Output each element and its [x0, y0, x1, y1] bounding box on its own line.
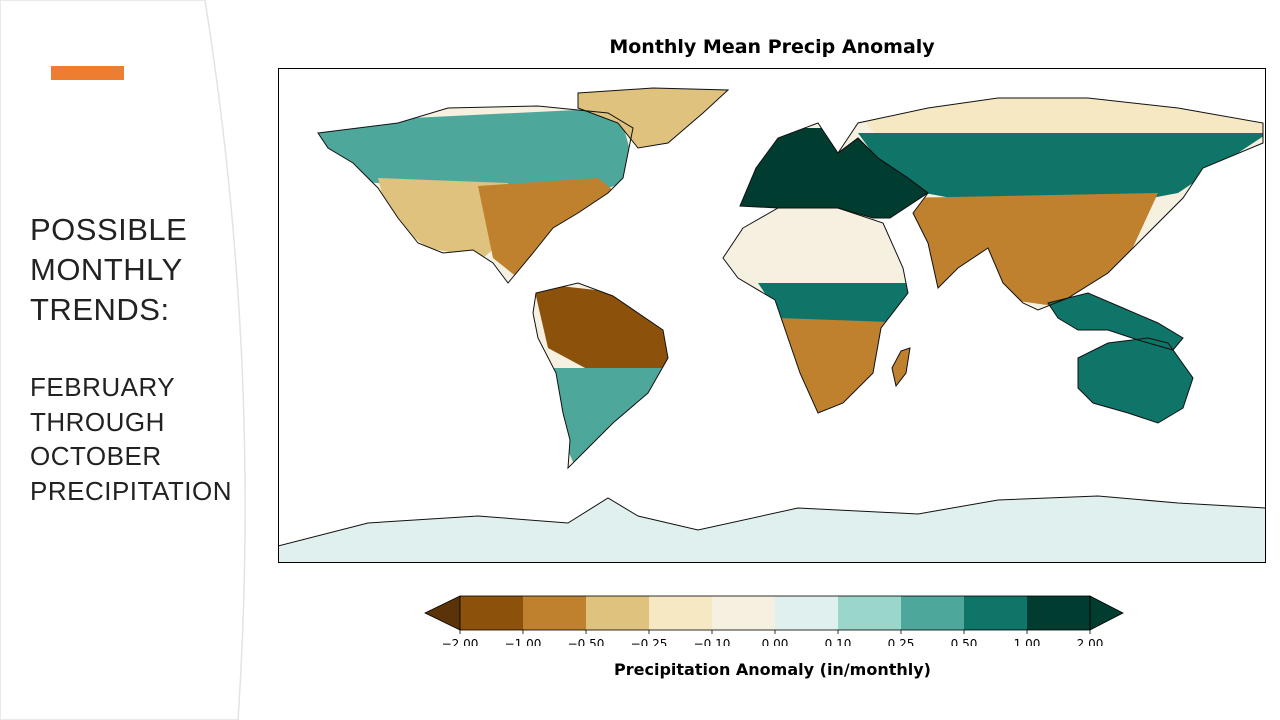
colorbar-block: [964, 596, 1027, 630]
region-antarctica: [278, 496, 1266, 563]
colorbar-tick-label: −0.25: [631, 637, 668, 646]
colorbar-block: [901, 596, 964, 630]
colorbar-tick-label: 2.00: [1077, 637, 1104, 646]
region-australia: [1078, 338, 1193, 423]
colorbar-block: [586, 596, 649, 630]
colorbar-extend-high: [1089, 595, 1124, 631]
chart-title: Monthly Mean Precip Anomaly: [609, 36, 935, 58]
colorbar-tick-label: −0.50: [568, 637, 605, 646]
precip-anomaly-map: [278, 68, 1266, 563]
colorbar-tick-label: −2.00: [442, 637, 479, 646]
region-madagascar: [892, 348, 910, 386]
slide-side-panel: [0, 0, 260, 720]
coastline: [317, 105, 634, 284]
colorbar-extend-low: [424, 595, 461, 631]
colorbar: −2.00 −1.00 −0.50 −0.25 −0.10 0.00 0.10 0.25 0.5…: [424, 595, 1124, 646]
region-greenland: [578, 88, 728, 148]
coastline: [577, 87, 730, 149]
region-central-asia: [858, 133, 1263, 208]
colorbar-tick-label: 1.00: [1014, 637, 1041, 646]
coastline: [532, 282, 669, 470]
subtitle-line: THROUGH: [30, 406, 165, 437]
accent-bar: [51, 66, 124, 80]
colorbar-block: [1027, 596, 1090, 630]
region-southern-south-america: [548, 368, 668, 468]
colorbar-block: [649, 596, 712, 630]
colorbar-block: [712, 596, 775, 630]
coastline: [722, 207, 909, 414]
region-maritime-southeast-asia: [1048, 293, 1183, 350]
colorbar-tick-label: 0.50: [951, 637, 978, 646]
slide-title: POSSIBLE MONTHLY TRENDS:: [30, 210, 187, 330]
colorbar-tick-label: 0.00: [762, 637, 789, 646]
coastline: [891, 347, 911, 388]
title-line: TRENDS:: [30, 292, 170, 327]
colorbar-tick-label: 0.10: [825, 637, 852, 646]
region-canada-alaska: [318, 108, 633, 198]
coastline: [1047, 292, 1184, 351]
title-line: MONTHLY: [30, 252, 183, 287]
coastline: [837, 97, 1264, 311]
colorbar-block: [775, 596, 838, 630]
colorbar-block: [523, 596, 586, 630]
panel-curve: [0, 0, 246, 720]
colorbar-block: [838, 596, 901, 630]
coastline: [1077, 337, 1194, 424]
region-southeastern-united-states: [478, 178, 623, 278]
colorbar-block: [460, 596, 523, 630]
region-sahara: [723, 208, 908, 293]
coastline: [278, 495, 1266, 547]
title-line: POSSIBLE: [30, 212, 188, 247]
colorbar-tick-label: −1.00: [505, 637, 542, 646]
colorbar-label: Precipitation Anomaly (in/monthly): [614, 660, 931, 679]
colorbar-tick-label: 0.25: [888, 637, 915, 646]
slide-subtitle: FEBRUARY THROUGH OCTOBER PRECIPITATION: [30, 370, 232, 508]
subtitle-line: OCTOBER: [30, 441, 162, 471]
subtitle-line: FEBRUARY: [30, 372, 176, 402]
colorbar-tick-label: −0.10: [694, 637, 731, 646]
subtitle-line: PRECIPITATION: [30, 475, 232, 506]
